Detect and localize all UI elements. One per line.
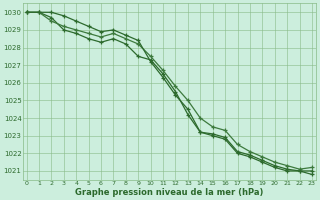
X-axis label: Graphe pression niveau de la mer (hPa): Graphe pression niveau de la mer (hPa) [75, 188, 263, 197]
